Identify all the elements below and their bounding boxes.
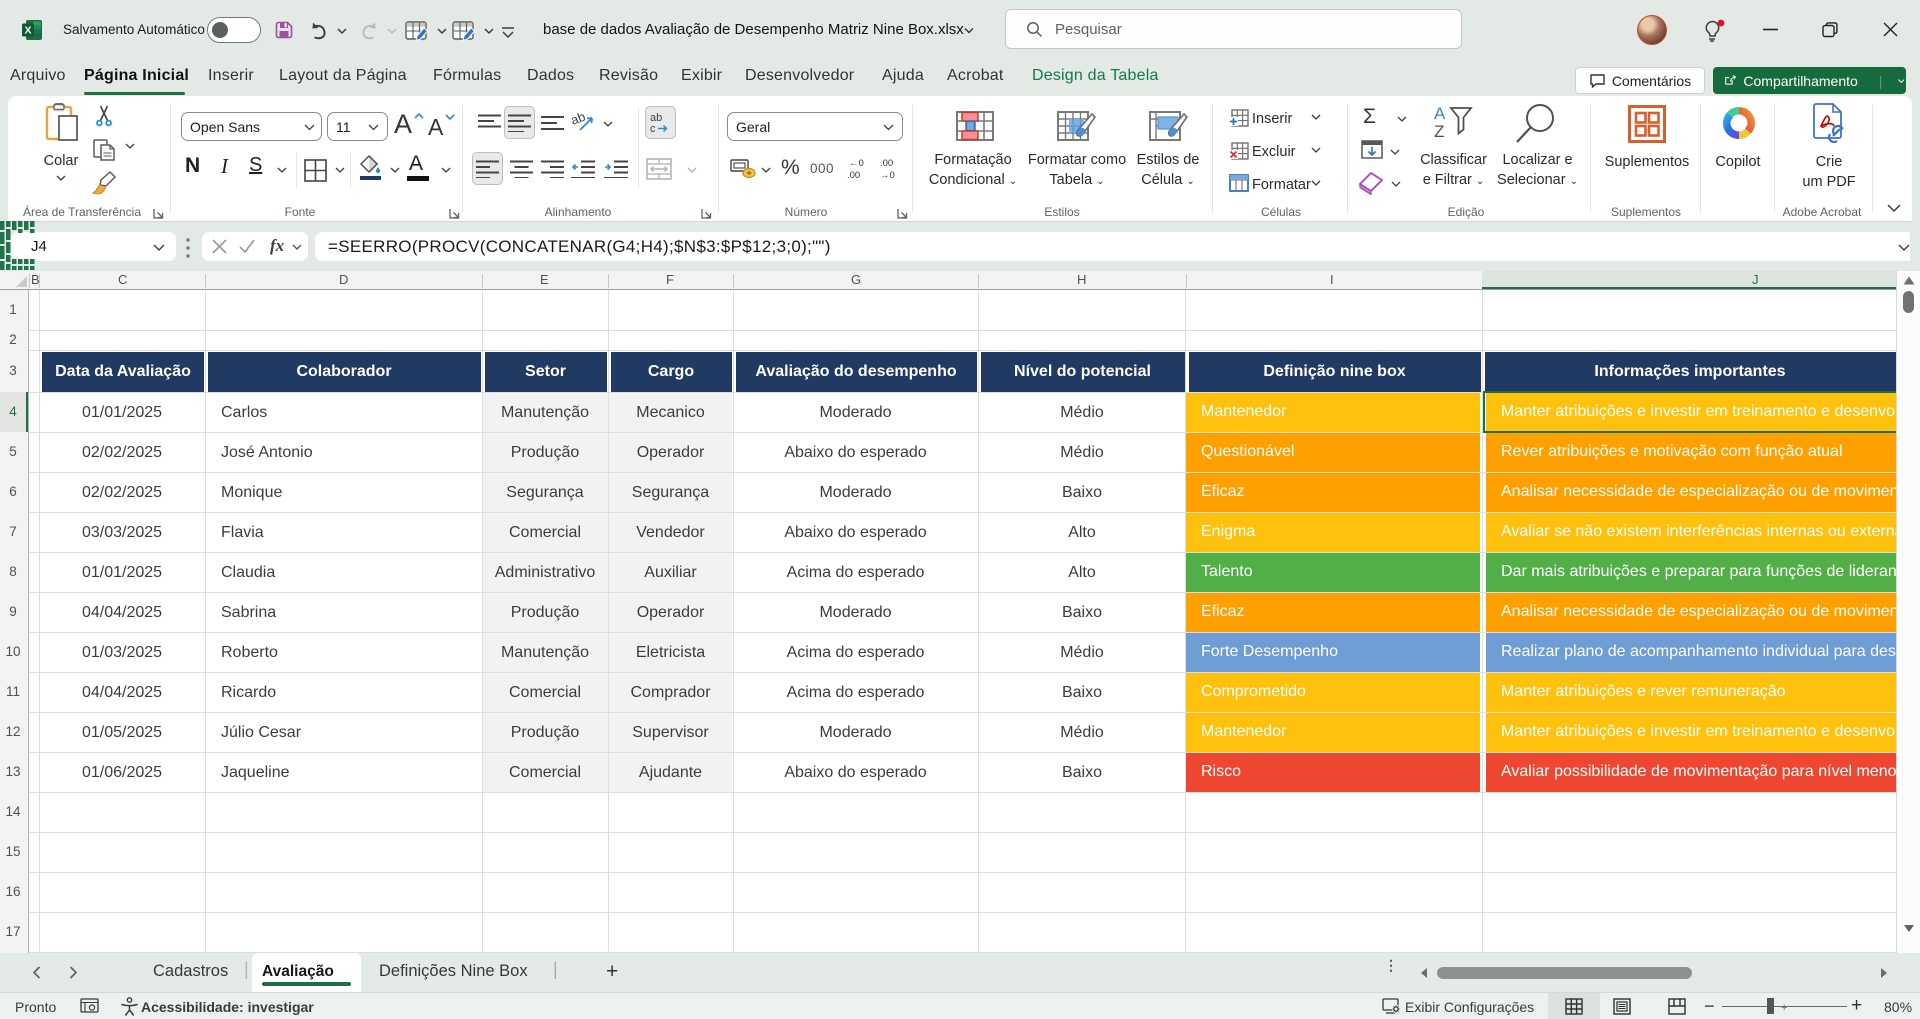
- svg-text:Z: Z: [1434, 122, 1444, 140]
- svg-text:.00: .00: [880, 158, 893, 169]
- svg-text:ab: ab: [650, 112, 662, 124]
- svg-text:←0: ←0: [849, 158, 864, 169]
- svg-text:→0: →0: [880, 170, 895, 181]
- svg-text:X: X: [24, 25, 31, 37]
- svg-text:c: c: [650, 123, 656, 135]
- svg-text:.00: .00: [847, 170, 860, 181]
- svg-text:ab: ab: [572, 110, 587, 128]
- svg-text:A: A: [1434, 104, 1446, 123]
